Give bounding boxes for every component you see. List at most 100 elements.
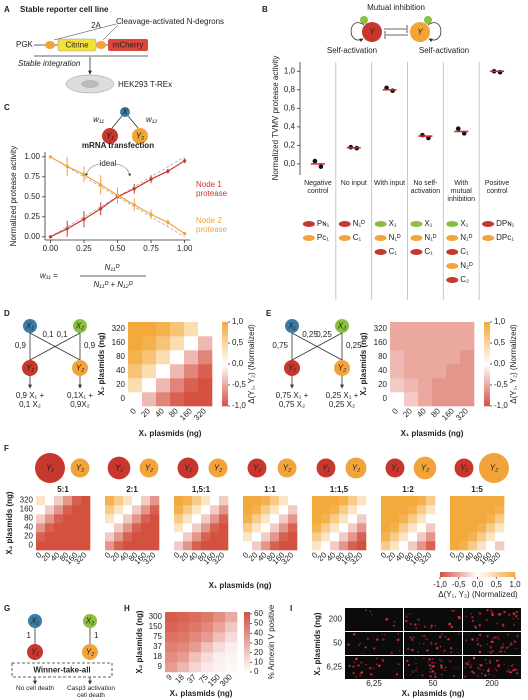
cell-signal xyxy=(464,666,466,669)
cell-signal xyxy=(438,635,442,639)
heatmap-cell xyxy=(339,496,349,506)
cell-signal xyxy=(417,618,420,622)
point xyxy=(99,183,103,187)
y-tick-label: 0,2 xyxy=(284,140,296,149)
node xyxy=(102,128,118,144)
colorbar-slice xyxy=(484,378,490,382)
cell-signal xyxy=(376,638,379,641)
cell-signal xyxy=(509,671,512,674)
heatmap-cell xyxy=(63,514,73,524)
colorbar-slice xyxy=(484,336,490,340)
colorbar-slice xyxy=(222,364,228,368)
heatmap-cell xyxy=(105,523,115,533)
colorbar-slice xyxy=(244,622,250,625)
colorbar-slice xyxy=(244,618,250,621)
cell-signal xyxy=(409,613,411,615)
heatmap-cell xyxy=(54,496,64,506)
cell-signal xyxy=(362,652,364,654)
colorbar-slice xyxy=(244,638,250,641)
heatmap-cell xyxy=(446,392,461,407)
heatmap-cell xyxy=(261,532,271,542)
heatmap-cell xyxy=(132,514,142,524)
outcome-label: Casp3 activation cell death xyxy=(66,685,116,699)
heatmap-cell xyxy=(213,612,226,623)
panel-label: G xyxy=(4,604,10,613)
heatmap-cell xyxy=(201,523,211,533)
cell-signal xyxy=(507,646,509,648)
colorbar-slice xyxy=(475,572,478,577)
heatmap-cell xyxy=(36,496,46,506)
cell-signal xyxy=(479,664,483,667)
heatmap-cell xyxy=(142,364,157,379)
part-label: Pɴ₁ xyxy=(317,219,330,228)
node xyxy=(70,458,90,478)
colorbar-slice xyxy=(222,341,228,345)
heatmap-cell xyxy=(243,514,253,524)
input xyxy=(360,16,368,24)
y-tick-label: 160 xyxy=(20,505,34,514)
node xyxy=(177,457,199,479)
cell-signal xyxy=(487,650,489,653)
heatmap-cell xyxy=(390,336,405,351)
heatmap-cell xyxy=(105,496,115,506)
cell-signal xyxy=(352,671,356,675)
cell-signal xyxy=(478,624,481,627)
panel-label: B xyxy=(262,5,268,14)
heatmap-cell xyxy=(330,532,340,542)
cell-signal xyxy=(440,659,443,663)
cell-signal xyxy=(443,669,446,671)
cell-signal xyxy=(485,662,488,664)
heatmap-cell xyxy=(348,541,358,551)
point xyxy=(48,235,52,239)
cell-signal xyxy=(360,675,363,677)
heatmap-cell xyxy=(321,523,331,533)
heatmap-cell xyxy=(330,496,340,506)
input xyxy=(424,16,432,24)
cell-signal xyxy=(469,666,472,669)
colorbar-slice xyxy=(244,660,250,663)
heatmap-cell xyxy=(105,532,115,542)
heatmap-cell xyxy=(219,541,229,551)
cell-signal xyxy=(503,663,505,665)
node xyxy=(316,458,336,478)
cell-signal xyxy=(470,612,473,615)
node xyxy=(120,107,130,117)
colorbar-slice xyxy=(222,358,228,362)
ideal-line xyxy=(50,156,185,238)
cell-signal xyxy=(375,663,378,666)
heatmap-cell xyxy=(330,505,340,515)
heatmap-cell xyxy=(468,514,478,524)
y-tick-label: 320 xyxy=(112,324,126,333)
self-loop xyxy=(350,22,365,43)
cell-signal xyxy=(509,644,511,647)
heatmap-cell xyxy=(54,541,64,551)
heatmap-cell xyxy=(183,514,193,524)
heatmap-cell xyxy=(390,496,400,506)
heatmap-cell xyxy=(261,541,271,551)
node-label: Y₂ xyxy=(76,364,84,373)
cell-signal xyxy=(439,645,442,648)
node xyxy=(362,22,382,42)
cell-signal xyxy=(431,670,435,673)
cell-signal xyxy=(393,624,396,627)
node-label: Y₁ xyxy=(115,464,123,473)
cell-signal xyxy=(490,609,492,611)
colorbar-slice xyxy=(484,327,490,331)
cell-signal xyxy=(458,633,460,635)
heatmap-cell xyxy=(198,364,213,379)
heatmap-cell xyxy=(128,364,143,379)
heatmap-cell xyxy=(142,350,157,365)
colorbar-slice xyxy=(484,380,490,384)
cell-signal xyxy=(516,634,519,637)
colorbar-slice xyxy=(244,662,250,665)
box-label: Winner-take-all xyxy=(33,666,90,675)
colorbar-label: Δ(Y₁, Y₂) (Normalized) xyxy=(509,324,518,404)
heatmap-cell xyxy=(252,532,262,542)
colorbar-slice xyxy=(484,403,490,407)
heatmap-cell xyxy=(450,523,460,533)
heatmap-cell xyxy=(432,364,447,379)
heatmap-cell xyxy=(189,652,202,663)
heatmap-cell xyxy=(339,505,349,515)
colorbar-slice xyxy=(452,572,456,577)
colorbar-slice xyxy=(455,572,458,577)
